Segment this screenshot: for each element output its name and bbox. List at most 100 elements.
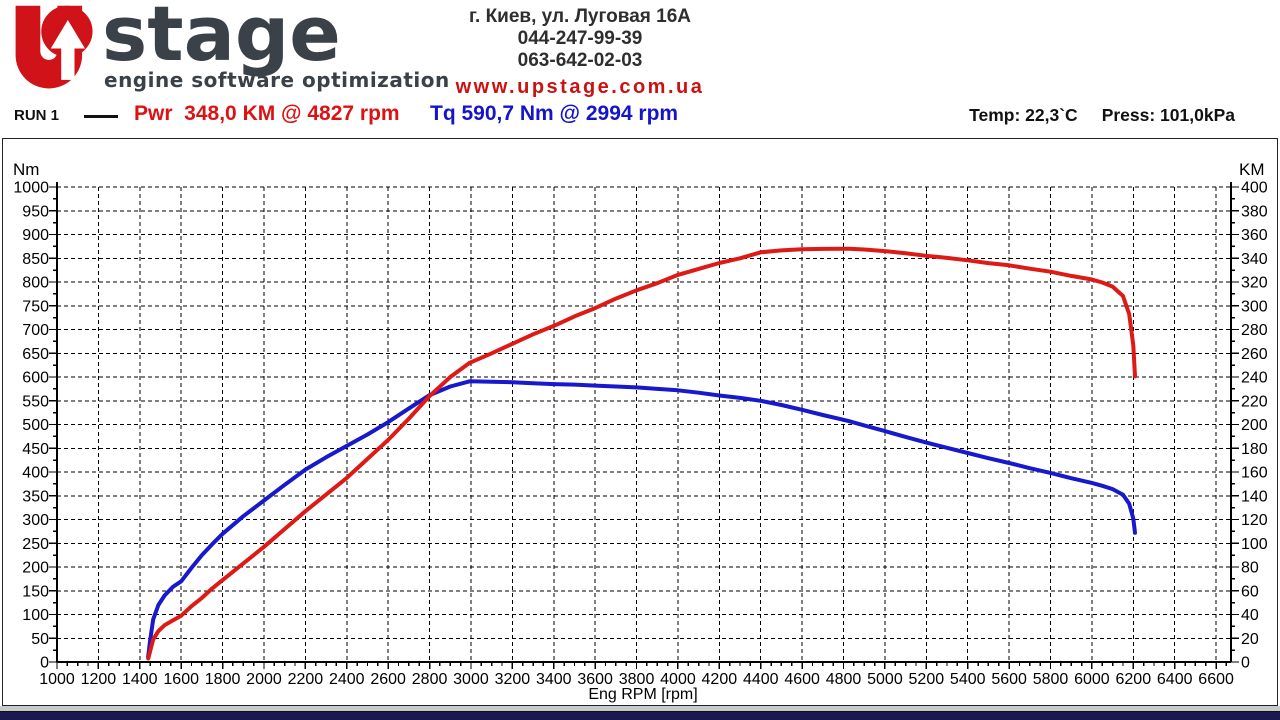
left-axis-label: 600: [22, 370, 49, 387]
right-axis-label: 280: [1241, 322, 1268, 339]
right-axis-label: 380: [1241, 203, 1268, 220]
left-axis-label: 550: [22, 393, 49, 410]
right-axis-label: 120: [1241, 512, 1268, 529]
left-axis-title: Nm: [13, 160, 39, 179]
x-axis-label: 4400: [743, 671, 779, 688]
right-axis-label: 200: [1241, 417, 1268, 434]
x-axis-label: 6200: [1116, 671, 1152, 688]
x-axis-label: 2800: [412, 671, 448, 688]
footer-navy-bar: [0, 712, 1280, 720]
contact-address: г. Киев, ул. Луговая 16А: [469, 6, 691, 27]
right-axis-label: 100: [1241, 536, 1268, 553]
left-axis-label: 500: [22, 417, 49, 434]
x-axis-label: 4800: [826, 671, 862, 688]
right-axis-label: 220: [1241, 393, 1268, 410]
x-axis-label: 4200: [702, 671, 738, 688]
x-axis-label: 5000: [867, 671, 903, 688]
upstage-logo-icon: [15, 5, 93, 89]
conditions: Temp: 22,3`C Press: 101,0kPa: [969, 105, 1235, 126]
x-axis-label: 3200: [495, 671, 531, 688]
left-axis-label: 100: [22, 607, 49, 624]
power-peak-label: Pwr 348,0 KM @ 4827 rpm: [134, 102, 400, 125]
x-axis-title: Eng RPM [rpm]: [588, 686, 697, 703]
legend-row: RUN 1 Pwr 348,0 KM @ 4827 rpm Tq 590,7 N…: [0, 100, 1280, 132]
x-axis-label: 5800: [1033, 671, 1069, 688]
torque-curve: [146, 379, 1137, 660]
x-axis-label: 1400: [122, 671, 158, 688]
left-axis-label: 250: [22, 536, 49, 553]
x-axis-label: 2400: [329, 671, 365, 688]
axis-tick-labels: 0 50 100 150 200 250 300 350 400 450 500 550 600 650 7…: [13, 180, 1267, 689]
x-axis-label: 6000: [1074, 671, 1110, 688]
right-axis-label: 340: [1241, 251, 1268, 268]
x-axis-label: 3600: [577, 671, 613, 688]
x-axis-label: 6600: [1198, 671, 1234, 688]
right-axis-label: 60: [1241, 583, 1259, 600]
contact-phone-1: 044-247-99-39: [517, 28, 643, 49]
right-axis-label: 240: [1241, 370, 1268, 387]
right-axis-label: 300: [1241, 298, 1268, 315]
grid: [57, 186, 1231, 662]
contact-website: www.upstage.com.ua: [455, 76, 705, 98]
left-axis-label: 300: [22, 512, 49, 529]
left-axis-label: 200: [22, 560, 49, 577]
x-axis-label: 2000: [246, 671, 282, 688]
x-axis-label: 2200: [288, 671, 324, 688]
curves: [146, 246, 1137, 661]
left-axis-label: 150: [22, 583, 49, 600]
power-curve: [146, 246, 1137, 661]
header: stage engine software optimization г. Ки…: [0, 0, 1280, 100]
dyno-chart: Nm KM 0 50 100 150 200 250 300 350 400 450 500 550 6…: [13, 160, 1268, 703]
x-axis-label: 4000: [660, 671, 696, 688]
dyno-chart-frame: Nm KM 0 50 100 150 200 250 300 350 400 450 500 550 6…: [2, 138, 1278, 706]
right-axis-label: 400: [1241, 180, 1268, 197]
right-axis-label: 40: [1241, 607, 1259, 624]
run-label: RUN 1: [14, 107, 60, 124]
x-axis-label: 5400: [950, 671, 986, 688]
temp-value: Temp: 22,3`C: [969, 105, 1078, 125]
left-axis-label: 350: [22, 488, 49, 505]
x-axis-label: 1600: [163, 671, 199, 688]
x-axis-label: 5600: [991, 671, 1027, 688]
right-axis-label: 80: [1241, 560, 1259, 577]
left-axis-label: 700: [22, 322, 49, 339]
right-axis-label: 0: [1241, 655, 1250, 672]
left-axis-label: 650: [22, 346, 49, 363]
right-axis-label: 20: [1241, 631, 1259, 648]
x-axis-label: 3400: [536, 671, 572, 688]
right-axis-label: 260: [1241, 346, 1268, 363]
x-axis-label: 1800: [205, 671, 241, 688]
left-axis-label: 750: [22, 298, 49, 315]
x-axis-label: 1000: [39, 671, 75, 688]
contact-block: г. Киев, ул. Луговая 16А 044-247-99-39 0…: [400, 6, 760, 98]
logo-tagline: engine software optimization: [104, 68, 450, 92]
left-axis-label: 400: [22, 465, 49, 482]
left-axis-label: 950: [22, 203, 49, 220]
x-axis-label: 4600: [784, 671, 820, 688]
left-axis-label: 900: [22, 227, 49, 244]
torque-peak-label: Tq 590,7 Nm @ 2994 rpm: [430, 102, 679, 125]
left-axis-label: 50: [31, 631, 49, 648]
right-axis-title: KM: [1239, 160, 1265, 179]
left-axis-label: 800: [22, 275, 49, 292]
footer-gray-strip: [0, 706, 1280, 712]
x-axis-label: 2600: [370, 671, 406, 688]
x-axis-label: 5200: [909, 671, 945, 688]
axis-ticks: [49, 186, 1239, 669]
left-axis-label: 850: [22, 251, 49, 268]
right-axis-label: 140: [1241, 488, 1268, 505]
press-value: Press: 101,0kPa: [1101, 105, 1235, 125]
x-axis-label: 6400: [1157, 671, 1193, 688]
left-axis-label: 1000: [13, 180, 49, 197]
x-axis-label: 3800: [619, 671, 655, 688]
left-axis-label: 450: [22, 441, 49, 458]
contact-phone-2: 063-642-02-03: [517, 50, 643, 71]
right-axis-label: 180: [1241, 441, 1268, 458]
right-axis-label: 160: [1241, 465, 1268, 482]
axes: [56, 182, 1232, 663]
brand-text: stage: [102, 0, 341, 78]
x-axis-label: 3000: [453, 671, 489, 688]
run-line-sample: [84, 115, 118, 118]
right-axis-label: 360: [1241, 227, 1268, 244]
